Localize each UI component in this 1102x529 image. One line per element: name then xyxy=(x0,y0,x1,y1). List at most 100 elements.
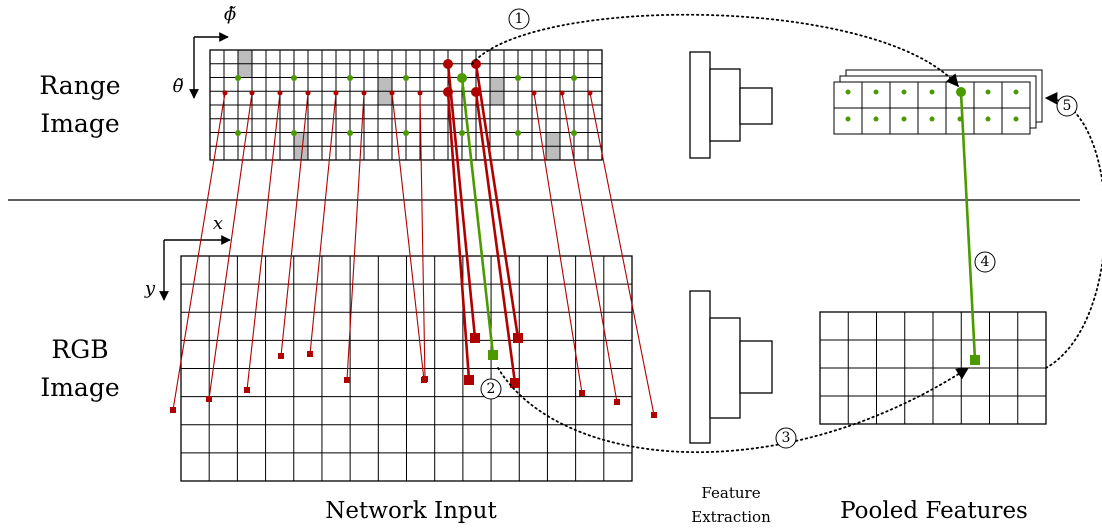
red-projection-line xyxy=(346,92,365,381)
red-neighbor-square xyxy=(513,333,523,343)
range-green-point xyxy=(403,75,409,81)
green-center-square xyxy=(488,350,498,360)
range-gray-cell xyxy=(378,77,392,92)
pooled-green-point xyxy=(929,116,935,122)
red-projection-line xyxy=(589,92,655,416)
fe-top-block-2 xyxy=(709,68,741,142)
red-range-point xyxy=(559,90,565,96)
pooled-rgb-features xyxy=(819,311,1047,425)
range-green-point xyxy=(403,130,409,136)
range-gray-cell xyxy=(490,77,504,92)
red-range-point xyxy=(333,90,339,96)
range-green-point xyxy=(571,75,577,81)
rgb-image-label-line1: RGB xyxy=(51,335,108,364)
red-projection-line xyxy=(246,92,281,391)
rgb-axes: x y xyxy=(144,213,231,301)
pooled-green-point xyxy=(845,116,851,122)
red-bilinear-line xyxy=(474,63,520,339)
x-axis-label: x xyxy=(213,213,223,234)
pooled-green-point xyxy=(845,89,851,95)
red-rgb-point xyxy=(206,396,212,402)
range-image-grid xyxy=(209,49,603,161)
red-projection-line xyxy=(280,92,309,357)
pooled-range-features xyxy=(833,69,1043,135)
pooled-green-point xyxy=(985,116,991,122)
flow-arrow-3 xyxy=(497,367,970,453)
step-5-text: 5 xyxy=(1063,98,1072,114)
red-rgb-point xyxy=(651,412,657,418)
red-rgb-point xyxy=(614,399,620,405)
feature-extractor-top xyxy=(689,51,773,159)
red-rgb-point xyxy=(344,377,350,383)
red-range-point xyxy=(417,90,423,96)
red-projection-line xyxy=(419,92,426,380)
pooled-green-point xyxy=(985,89,991,95)
red-range-point xyxy=(389,90,395,96)
range-green-point xyxy=(347,130,353,136)
rgb-image-grid xyxy=(180,255,633,482)
range-green-point xyxy=(235,75,241,81)
feature-extraction-label-line1: Feature xyxy=(701,484,760,502)
green-projection-line xyxy=(460,77,495,356)
red-neighbor-point xyxy=(471,87,481,97)
network-input-label: Network Input xyxy=(325,498,497,524)
range-green-point xyxy=(459,130,465,136)
step-4-text: 4 xyxy=(981,254,990,270)
range-green-point xyxy=(291,75,297,81)
theta-axis-label: θ̃ xyxy=(173,76,184,97)
range-image-label-line2: Image xyxy=(40,109,119,138)
red-bilinear-line xyxy=(446,63,477,339)
red-rgb-point xyxy=(307,351,313,357)
red-range-point xyxy=(249,90,255,96)
step-2-text: 2 xyxy=(487,381,496,397)
red-rgb-point xyxy=(170,407,176,413)
fe-top-block-1 xyxy=(689,51,711,159)
range-green-point xyxy=(515,130,521,136)
red-neighbor-square xyxy=(470,333,480,343)
pooled-green-point xyxy=(873,89,879,95)
pooled-range-sample-circle xyxy=(956,87,966,97)
fe-top-block-3 xyxy=(739,87,773,125)
red-neighbor-point xyxy=(471,59,481,69)
range-green-point xyxy=(515,75,521,81)
flow-arrow-1 xyxy=(471,13,959,87)
range-gray-cell xyxy=(238,63,252,78)
range-green-point xyxy=(235,130,241,136)
projection-lines xyxy=(170,59,657,418)
pooled-projection-line xyxy=(959,92,977,361)
pooled-green-point xyxy=(901,116,907,122)
pooled-green-point xyxy=(873,116,879,122)
range-gray-cell xyxy=(238,50,252,64)
rgb-image-label-line2: Image xyxy=(40,373,119,402)
phi-axis-label: ϕ̃ xyxy=(224,4,236,25)
red-range-point xyxy=(531,90,537,96)
red-rgb-point xyxy=(244,387,250,393)
red-neighbor-point xyxy=(443,59,453,69)
range-gray-cell xyxy=(294,146,308,160)
pooled-green-point xyxy=(1013,89,1019,95)
red-rgb-point xyxy=(422,376,428,382)
red-range-point xyxy=(277,90,283,96)
red-neighbor-point xyxy=(443,87,453,97)
fe-bottom-block-3 xyxy=(739,340,773,394)
pooled-features-label: Pooled Features xyxy=(840,498,1028,524)
red-projection-line xyxy=(172,92,226,411)
red-projection-line xyxy=(561,92,618,403)
pooled-rgb-sample-square xyxy=(970,355,980,365)
red-projection-line xyxy=(533,92,583,394)
pooled-green-point xyxy=(929,89,935,95)
range-green-point xyxy=(571,130,577,136)
range-gray-cell xyxy=(294,132,308,147)
step-4-marker: 4 xyxy=(974,251,996,273)
flow-arrow-5 xyxy=(1044,92,1102,369)
range-green-point xyxy=(291,130,297,136)
pooled-green-point xyxy=(901,89,907,95)
red-neighbor-square xyxy=(510,378,520,388)
red-neighbor-square xyxy=(464,375,474,385)
red-projection-line xyxy=(391,92,425,381)
red-range-point xyxy=(587,90,593,96)
step-1-text: 1 xyxy=(515,11,524,27)
red-rgb-point xyxy=(278,353,284,359)
red-rgb-point xyxy=(579,390,585,396)
